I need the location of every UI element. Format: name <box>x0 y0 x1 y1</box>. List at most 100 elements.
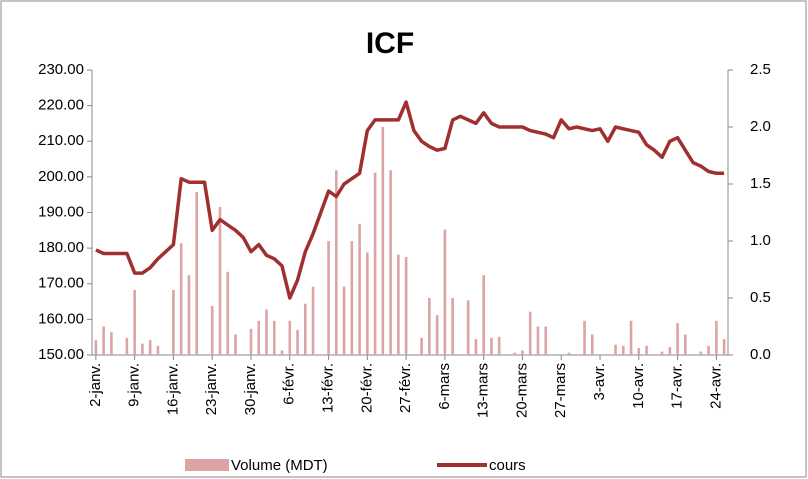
x-tick-label: 10-avr. <box>630 363 647 409</box>
x-tick-label: 16-janv. <box>164 363 181 415</box>
volume-bar <box>684 334 687 355</box>
volume-bar <box>715 320 718 355</box>
x-tick-label: 6-mars <box>436 363 453 410</box>
y-tick-label: 220.00 <box>38 97 84 114</box>
x-tick-label: 27-mars <box>552 363 569 418</box>
volume-bar <box>443 229 447 355</box>
volume-bar <box>358 223 361 355</box>
volume-bar <box>327 241 330 355</box>
y-tick-label: 210.00 <box>38 132 84 149</box>
volume-bar <box>272 320 276 355</box>
volume-bar <box>699 351 703 355</box>
volume-bar <box>265 309 268 355</box>
y-tick-label: 180.00 <box>38 239 84 256</box>
volume-bar <box>234 334 237 355</box>
volume-bar <box>490 337 493 355</box>
volume-bar <box>342 286 346 355</box>
volume-bar <box>435 315 439 355</box>
y-tick-label: 230.00 <box>38 61 84 78</box>
volume-bar <box>335 170 338 355</box>
volume-bar <box>474 339 478 355</box>
x-tick-label: 24-avr. <box>707 363 724 409</box>
x-tick-label: 9-janv. <box>126 363 143 407</box>
volume-bar <box>172 290 175 355</box>
y-tick-label: 170.00 <box>38 275 84 292</box>
volume-bar <box>404 256 408 355</box>
volume-bar <box>590 334 594 355</box>
volume-bar <box>676 323 679 355</box>
volume-bar <box>366 252 369 355</box>
volume-bar <box>482 275 485 355</box>
legend-label: cours <box>489 457 526 474</box>
y2-tick-label: 0.5 <box>750 289 771 306</box>
volume-bar <box>637 348 641 355</box>
volume-bar <box>210 305 214 355</box>
x-tick-label: 13-mars <box>475 363 492 418</box>
volume-bar <box>389 170 392 355</box>
volume-bar <box>660 351 664 355</box>
volume-bar <box>311 286 315 355</box>
y-tick-label: 200.00 <box>38 168 84 185</box>
volume-bar <box>629 320 633 355</box>
volume-bar <box>373 172 377 355</box>
volume-bar <box>381 127 385 355</box>
volume-bar <box>645 345 648 355</box>
y-tick-label: 190.00 <box>38 203 84 220</box>
volume-bar <box>521 350 524 355</box>
x-tick-label: 2-janv. <box>87 363 104 407</box>
x-tick-label: 30-janv. <box>242 363 259 415</box>
volume-bar <box>420 337 423 355</box>
volume-bar <box>148 340 152 355</box>
volume-bar <box>350 241 354 355</box>
volume-bar <box>125 337 129 355</box>
volume-bar <box>707 345 710 355</box>
volume-bar <box>218 206 222 355</box>
volume-bar <box>288 320 292 355</box>
volume-bar <box>621 345 625 355</box>
x-tick-label: 17-avr. <box>669 363 686 409</box>
volume-bar <box>257 320 261 355</box>
volume-bar <box>187 275 191 355</box>
volume-bar <box>614 344 617 355</box>
chart-title: ICF <box>366 27 414 60</box>
volume-bar <box>94 340 98 355</box>
volume-bar <box>303 303 307 355</box>
y2-tick-label: 2.0 <box>750 118 771 135</box>
volume-bar <box>397 254 400 355</box>
y2-tick-label: 1.0 <box>750 232 771 249</box>
x-tick-label: 23-janv. <box>203 363 220 415</box>
price-line <box>95 100 725 300</box>
volume-bar <box>296 329 299 355</box>
x-tick-label: 13-févr. <box>320 363 337 413</box>
x-tick-label: 20-mars <box>513 363 530 418</box>
volume-bar <box>722 339 726 355</box>
x-tick-label: 27-févr. <box>397 363 414 413</box>
volume-bar <box>544 326 548 355</box>
y2-tick-label: 2.5 <box>750 61 771 78</box>
y2-tick-label: 1.5 <box>750 175 771 192</box>
volume-bar <box>466 300 470 355</box>
volume-bar <box>195 191 199 355</box>
volume-bar <box>497 336 501 355</box>
volume-bar <box>567 352 571 355</box>
volume-bar <box>156 345 160 355</box>
x-tick-label: 3-avr. <box>591 363 608 401</box>
volume-bar <box>583 320 586 355</box>
volume-bar <box>536 326 540 355</box>
y-tick-label: 160.00 <box>38 310 84 327</box>
y-tick-label: 150.00 <box>38 346 84 363</box>
volume-bar <box>668 347 672 355</box>
volume-bar <box>110 332 113 355</box>
volume-bar <box>513 352 517 355</box>
volume-bar <box>280 350 284 355</box>
volume-bar <box>133 290 136 355</box>
x-tick-label: 6-févr. <box>281 363 298 405</box>
x-tick-label: 20-févr. <box>358 363 375 413</box>
legend-swatch <box>185 459 229 471</box>
volume-bar <box>451 298 454 355</box>
legend-label: Volume (MDT) <box>231 457 328 474</box>
volume-bar <box>528 311 532 355</box>
volume-bar <box>226 271 230 355</box>
